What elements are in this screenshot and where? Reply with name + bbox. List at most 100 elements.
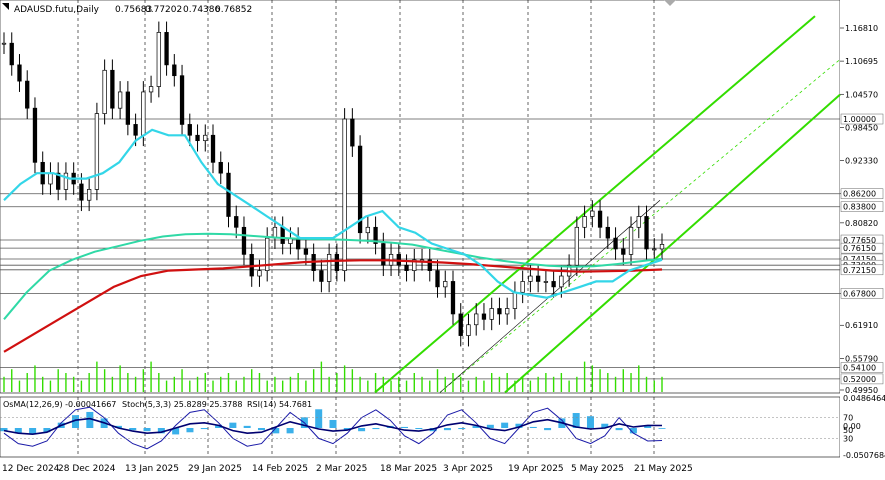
price-tick-label: 0.55790	[845, 354, 878, 363]
channel-upper-line	[374, 15, 816, 394]
candle-body	[489, 308, 494, 320]
price-tick-label: 0.98450	[845, 123, 878, 132]
oscillator-lines	[0, 406, 840, 450]
osma-bar	[243, 425, 251, 428]
osma-bar	[544, 428, 552, 431]
price-tick-label: 1.10695	[845, 57, 878, 66]
price-tick-label: 1.04570	[845, 90, 878, 99]
level-label: 0.83800	[843, 203, 876, 212]
indicator-tick-label: 70	[843, 414, 853, 423]
level-label-box	[840, 188, 884, 199]
osma-bar	[329, 419, 337, 428]
ohlc-open: 0.75683	[115, 5, 152, 15]
candle-body	[296, 237, 301, 250]
candle-body	[357, 145, 363, 234]
date-tick-label: 3 Apr 2025	[443, 464, 493, 474]
level-label: 0.72150	[843, 266, 876, 275]
candle-body	[373, 226, 378, 244]
indicator-tick-label: -0.0507684	[843, 451, 885, 460]
candle-body	[342, 118, 347, 271]
osma-bar	[501, 422, 509, 428]
osma-bar	[143, 428, 151, 432]
candle-body	[350, 118, 355, 147]
level-label: 0.54100	[843, 364, 876, 373]
osma-bar	[515, 423, 523, 428]
candle-body	[381, 243, 386, 266]
candle-body	[110, 69, 115, 109]
candle-body	[172, 64, 177, 77]
candle-body	[365, 226, 370, 234]
candle-body	[326, 254, 332, 282]
osma-bar	[529, 426, 537, 428]
osma-bar	[601, 423, 609, 428]
osma-bar	[658, 428, 666, 429]
candle-body	[466, 324, 471, 336]
date-tick-label: 12 Dec 2024	[2, 464, 60, 474]
indicator-tick-label: 50	[843, 426, 853, 435]
candle-body	[9, 42, 14, 66]
candle-body	[257, 270, 262, 277]
candle-body	[94, 113, 100, 190]
osma-bar	[114, 425, 122, 428]
price-tick-label: 0.49950	[845, 386, 878, 395]
osma-bar	[443, 428, 451, 431]
osma-bar	[0, 428, 8, 432]
date-tick-label: 5 May 2025	[571, 464, 624, 474]
candle-body	[559, 275, 564, 288]
ohlc-close: 0.76852	[215, 5, 252, 15]
osma-bar	[200, 428, 208, 430]
candle-body	[512, 291, 518, 309]
osma-bar	[629, 428, 637, 434]
level-label-box	[840, 113, 884, 125]
candle-body	[551, 281, 556, 288]
candle-body	[435, 270, 440, 288]
level-label-box	[840, 264, 884, 276]
osma-bar	[286, 428, 294, 434]
candle-body	[102, 69, 107, 114]
osma-bar	[615, 428, 623, 431]
osma-bar	[86, 411, 94, 428]
ohlc-high: 0.77202	[145, 5, 182, 15]
stoch-label: Stoch(5,3,3) 25.8289 25.3788	[122, 400, 242, 409]
osma-bar	[343, 428, 351, 431]
osma-bar	[415, 428, 423, 430]
candle-body	[179, 75, 185, 125]
price-tick-label: 1.16810	[845, 24, 878, 33]
osma-bar	[29, 428, 37, 435]
candle-body	[56, 172, 61, 190]
osma-bar	[257, 428, 265, 431]
candle-body	[458, 313, 463, 336]
main-panel-frame	[0, 0, 841, 394]
candle-body	[117, 91, 123, 109]
level-label: 0.52000	[843, 375, 876, 384]
collapse-triangle-icon[interactable]	[2, 3, 9, 10]
shift-marker-icon[interactable]	[664, 0, 676, 6]
indicator-panel-frame	[0, 396, 841, 458]
candle-body	[241, 226, 247, 255]
indicator-header: OsMA(12,26,9) -0.00041667 Stoch(5,3,3) 2…	[3, 400, 312, 409]
candle-body	[535, 275, 541, 282]
date-tick-label: 28 Dec 2024	[58, 464, 116, 474]
candle-body	[505, 308, 510, 315]
candle-body	[582, 216, 587, 228]
osma-bar	[272, 428, 280, 434]
date-tick-label: 21 May 2025	[634, 464, 693, 474]
candle-body	[636, 216, 641, 228]
channel-lower-line	[504, 93, 841, 394]
rsi-line	[3, 417, 663, 436]
osma-bar	[486, 424, 494, 428]
candle-body	[481, 313, 487, 320]
osma-bar	[157, 428, 165, 434]
candle-body	[628, 226, 634, 255]
candle-body	[32, 107, 38, 163]
candle-body	[404, 264, 409, 271]
osma-bar	[401, 426, 409, 428]
osma-bar	[186, 428, 194, 433]
candle-body	[644, 216, 649, 250]
candle-body	[613, 237, 618, 250]
candle-body	[265, 237, 270, 271]
candle-body	[125, 91, 131, 125]
